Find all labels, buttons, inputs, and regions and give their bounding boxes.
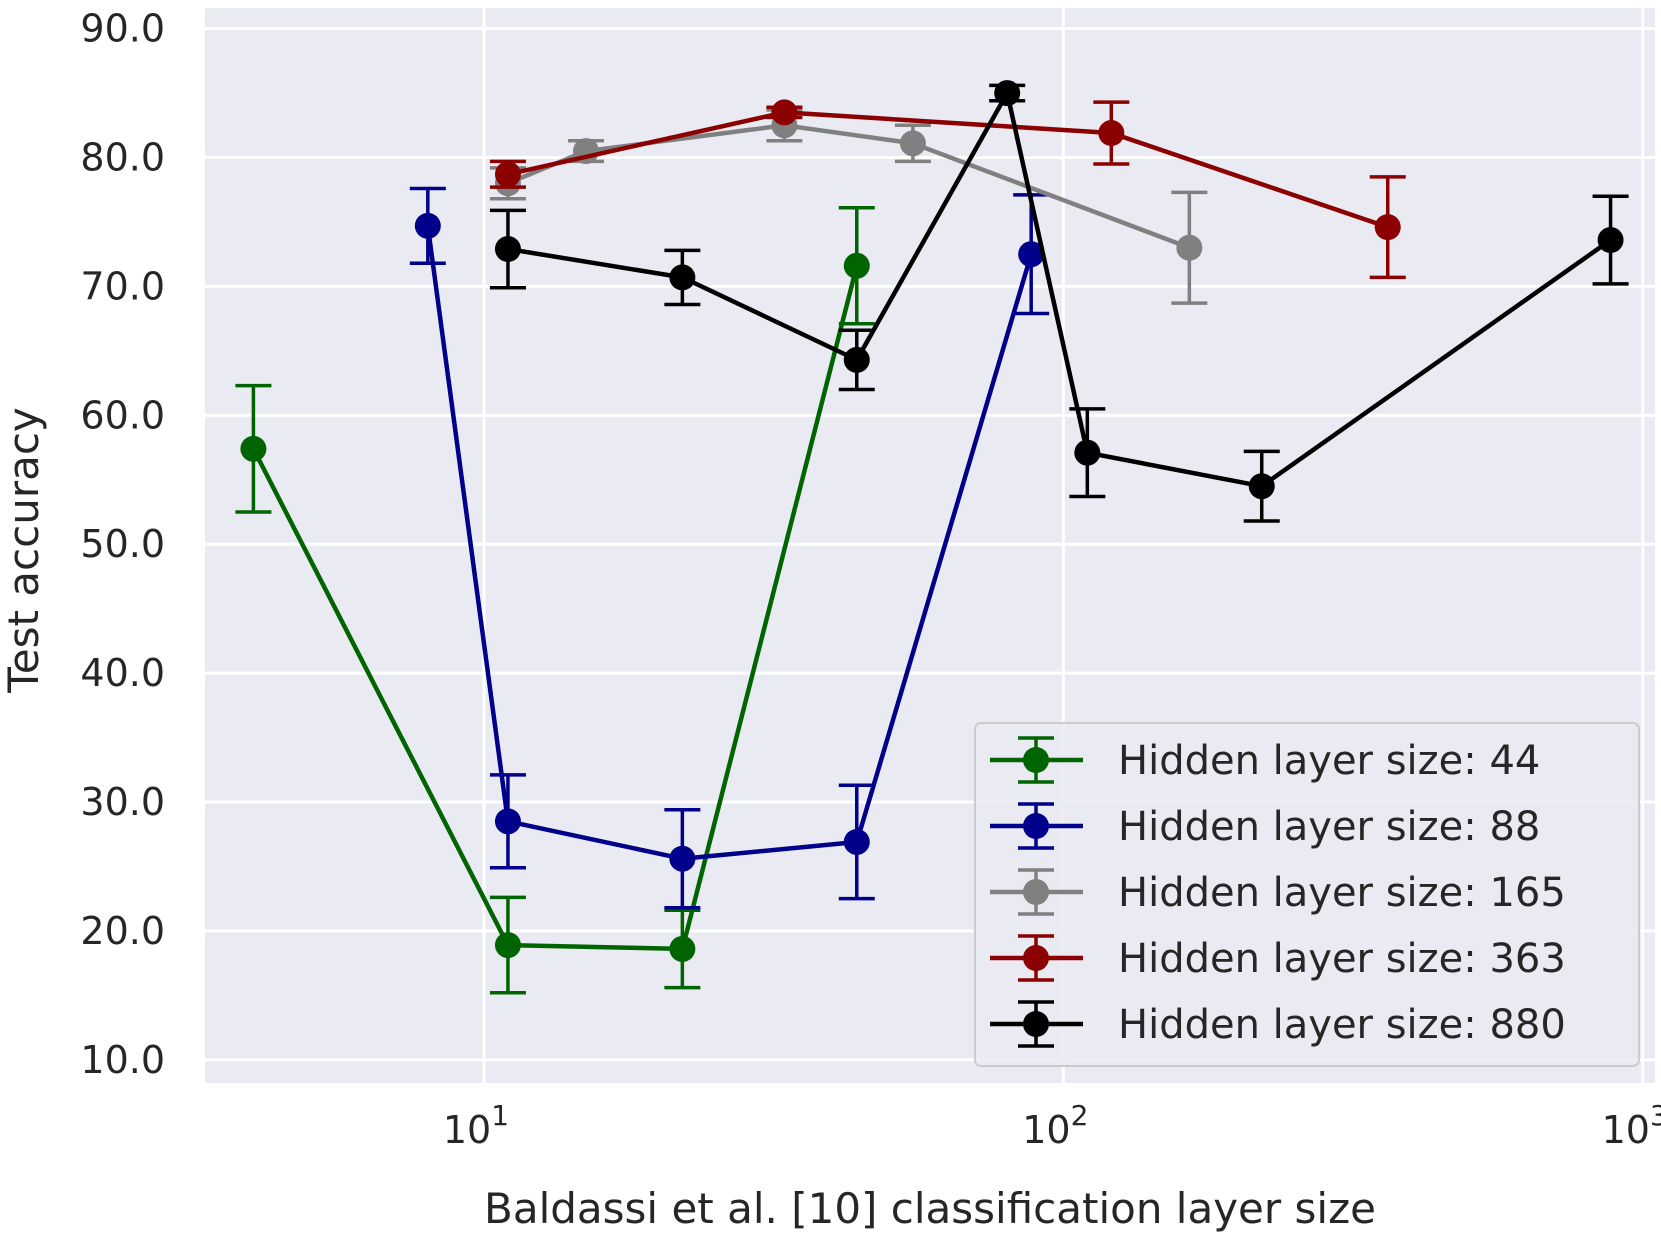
series-4 bbox=[489, 99, 1406, 280]
y-tick-label: 80.0 bbox=[80, 136, 165, 180]
data-point bbox=[494, 808, 521, 835]
data-point bbox=[843, 252, 870, 279]
legend-entry: Hidden layer size: 44 bbox=[990, 736, 1540, 784]
data-point bbox=[994, 80, 1021, 107]
y-tick-label: 50.0 bbox=[80, 522, 165, 566]
series-5 bbox=[489, 80, 1629, 523]
legend: Hidden layer size: 44 Hidden layer size: … bbox=[974, 722, 1640, 1067]
y-axis-label: Test accuracy bbox=[0, 407, 48, 694]
series-line bbox=[507, 110, 1389, 230]
data-point bbox=[1018, 241, 1045, 268]
y-tick-label: 60.0 bbox=[80, 393, 165, 437]
tick-labels: 10.0 20.0 30.0 40.0 50.0 60.0 70.0 80.0 90.0 101 1… bbox=[80, 7, 1661, 1152]
series-1 bbox=[235, 206, 875, 995]
data-point bbox=[1597, 227, 1624, 254]
y-tick-label: 30.0 bbox=[80, 780, 165, 824]
series-2 bbox=[409, 186, 1050, 910]
data-point bbox=[669, 845, 696, 872]
legend-label: Hidden layer size: 44 bbox=[1118, 738, 1540, 784]
x-tick-label: 103 bbox=[1602, 1099, 1661, 1152]
data-point bbox=[240, 435, 267, 462]
data-point bbox=[771, 99, 798, 126]
legend-label: Hidden layer size: 165 bbox=[1118, 870, 1566, 916]
legend-entry: Hidden layer size: 880 bbox=[990, 1000, 1566, 1048]
x-tick-label: 102 bbox=[1022, 1099, 1088, 1152]
data-point bbox=[899, 130, 926, 157]
y-tick-label: 40.0 bbox=[80, 651, 165, 695]
data-point bbox=[494, 236, 521, 263]
data-point bbox=[414, 212, 441, 239]
series-line bbox=[251, 265, 859, 952]
data-point bbox=[494, 932, 521, 959]
data-point bbox=[494, 161, 521, 188]
data-point bbox=[1098, 120, 1125, 147]
legend-entry: Hidden layer size: 363 bbox=[990, 934, 1566, 982]
data-point bbox=[669, 264, 696, 291]
y-tick-label: 90.0 bbox=[80, 7, 165, 51]
y-tick-label: 20.0 bbox=[80, 909, 165, 953]
data-point bbox=[1374, 214, 1401, 241]
data-point bbox=[843, 828, 870, 855]
x-tick-label: 101 bbox=[443, 1099, 509, 1152]
legend-label: Hidden layer size: 880 bbox=[1118, 1002, 1566, 1048]
legend-entry: Hidden layer size: 165 bbox=[990, 868, 1566, 916]
legend-label: Hidden layer size: 88 bbox=[1118, 804, 1540, 850]
data-point bbox=[1248, 473, 1275, 500]
data-point bbox=[1176, 234, 1203, 261]
legend-label: Hidden layer size: 363 bbox=[1118, 936, 1566, 982]
x-axis-label: Baldassi et al. [10] classification laye… bbox=[484, 1184, 1376, 1233]
data-point bbox=[669, 935, 696, 962]
data-point bbox=[1074, 439, 1101, 466]
legend-entry: Hidden layer size: 88 bbox=[990, 802, 1540, 850]
y-tick-label: 10.0 bbox=[80, 1038, 165, 1082]
data-point bbox=[843, 346, 870, 373]
y-tick-label: 70.0 bbox=[80, 264, 165, 308]
series-layer bbox=[235, 80, 1629, 995]
legend-box bbox=[974, 722, 1640, 1067]
